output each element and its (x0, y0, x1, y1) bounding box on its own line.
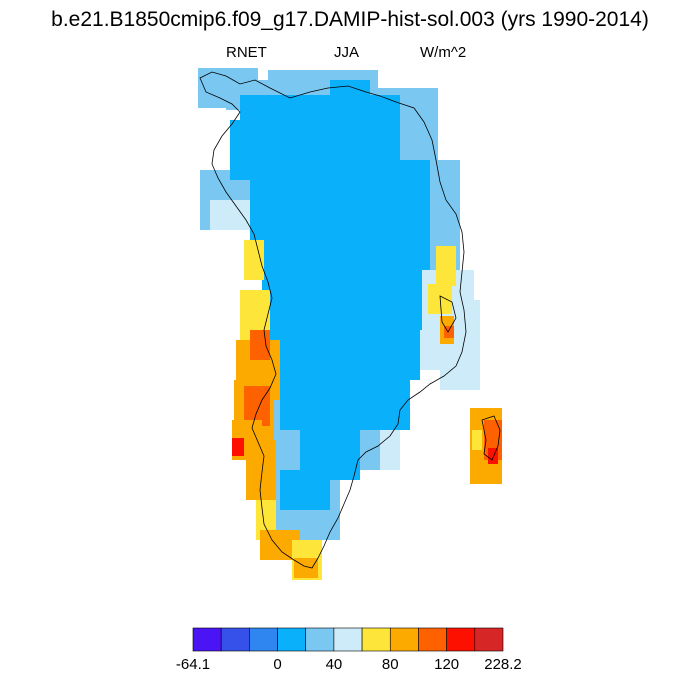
grid-cell (244, 240, 264, 280)
units-label: W/m^2 (420, 44, 467, 61)
colorbar-tick-label: 120 (434, 656, 460, 673)
coastline-inlet (439, 295, 457, 333)
colorbar-swatch (389, 627, 419, 652)
grid-cell (444, 326, 454, 338)
grid-cell (240, 95, 400, 165)
colorbar-swatch (249, 627, 278, 652)
grid-cell (210, 200, 250, 230)
grid-cell (232, 438, 244, 456)
grid-cell (436, 246, 456, 286)
grid-cell (262, 260, 422, 330)
colorbar-swatch (305, 627, 335, 652)
grid-cell (280, 470, 330, 510)
season-label: JJA (334, 44, 360, 61)
grid-cell (250, 160, 430, 270)
colorbar-tick-label: 40 (325, 656, 343, 673)
coastline (199, 71, 501, 569)
colorbar-swatch (192, 627, 222, 652)
grid-cell (230, 120, 260, 180)
colorbar-tick-label: 228.2 (484, 656, 522, 673)
grid-cell (440, 300, 480, 390)
coastline-main (199, 71, 467, 569)
colorbar-swatch (361, 627, 391, 652)
colorbar-tick-label: -64.1 (175, 656, 211, 673)
grid-cell (244, 386, 270, 426)
coastline-island (481, 415, 501, 461)
colorbar-swatch (333, 627, 363, 652)
colorbar-tick-label: 0 (273, 656, 282, 673)
grid-cell (330, 80, 370, 100)
colorbar-swatch (446, 627, 476, 652)
grid-cell (488, 448, 498, 464)
variable-label: RNET (226, 44, 267, 61)
colorbar-tick-label: 80 (381, 656, 399, 673)
grid-cell (472, 430, 482, 450)
grid-cell (294, 558, 318, 578)
colorbar-swatch (220, 627, 250, 652)
colorbar-swatch (277, 627, 307, 652)
colorbar-swatch (418, 627, 447, 652)
plot-title: b.e21.B1850cmip6.f09_g17.DAMIP-hist-sol.… (51, 8, 649, 31)
colorbar-swatch (474, 627, 504, 652)
